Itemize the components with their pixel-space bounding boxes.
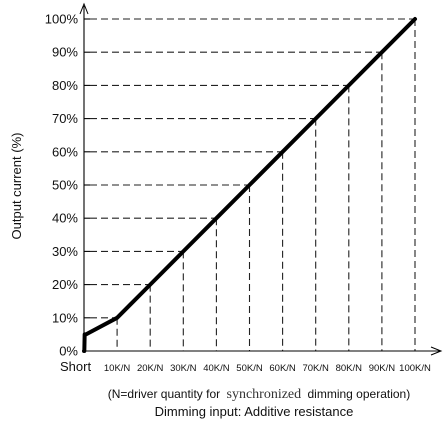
y-tick-label-100: 100% [45, 12, 79, 27]
data-point-0-6 [149, 283, 152, 286]
y-tick-label-70: 70% [52, 111, 78, 126]
y-tick-label-30: 30% [52, 244, 78, 259]
x-axis-note: (N=driver quantity for synchronized dimm… [108, 387, 410, 402]
data-point-0-4 [84, 333, 88, 336]
x-tick-label-70: 70K/N [302, 363, 329, 374]
x-tick-label-30: 30K/N [170, 363, 197, 374]
x-axis-note-suffix: dimming operation) [308, 387, 411, 401]
data-point-0-14 [413, 17, 417, 21]
y-tick-label-60: 60% [52, 144, 78, 159]
y-tick-label-0: 0% [59, 344, 78, 359]
data-point-0-12 [347, 84, 350, 87]
data-point-0-5 [115, 316, 119, 319]
x-tick-label-80: 80K/N [336, 363, 363, 374]
x-tick-label-90: 90K/N [369, 363, 396, 374]
y-tick-label-90: 90% [52, 45, 78, 60]
y-axis-title: Output current (%) [9, 133, 24, 240]
x-axis-note-prefix: (N=driver quantity for [108, 387, 220, 401]
y-tick-label-10: 10% [52, 310, 78, 325]
x-axis-title: Dimming input: Additive resistance [155, 404, 354, 419]
data-point-0-8 [215, 217, 218, 220]
x-tick-label-20: 20K/N [137, 363, 164, 374]
data-point-0-7 [182, 250, 185, 253]
y-axis-arrow [79, 2, 89, 15]
x-tick-label-60: 60K/N [269, 363, 296, 374]
y-tick-label-50: 50% [52, 178, 78, 193]
data-point-0-11 [314, 117, 317, 120]
x-tick-label-50: 50K/N [236, 363, 263, 374]
x-tick-label-40: 40K/N [203, 363, 230, 374]
x-tick-label-100: 100K/N [399, 363, 431, 374]
x-axis-note-emphasis: synchronized [227, 387, 302, 402]
x-tick-label-10: 10K/N [104, 363, 131, 374]
data-point-0-10 [281, 150, 284, 153]
y-tick-label-20: 20% [52, 277, 78, 292]
x-tick-label-short: Short [60, 359, 91, 374]
data-point-0-9 [248, 183, 251, 187]
data-point-0-1 [83, 349, 86, 353]
y-tick-label-80: 80% [52, 78, 78, 93]
data-point-0-13 [380, 51, 384, 54]
x-axis-arrow [430, 346, 443, 356]
y-tick-label-40: 40% [52, 211, 78, 226]
